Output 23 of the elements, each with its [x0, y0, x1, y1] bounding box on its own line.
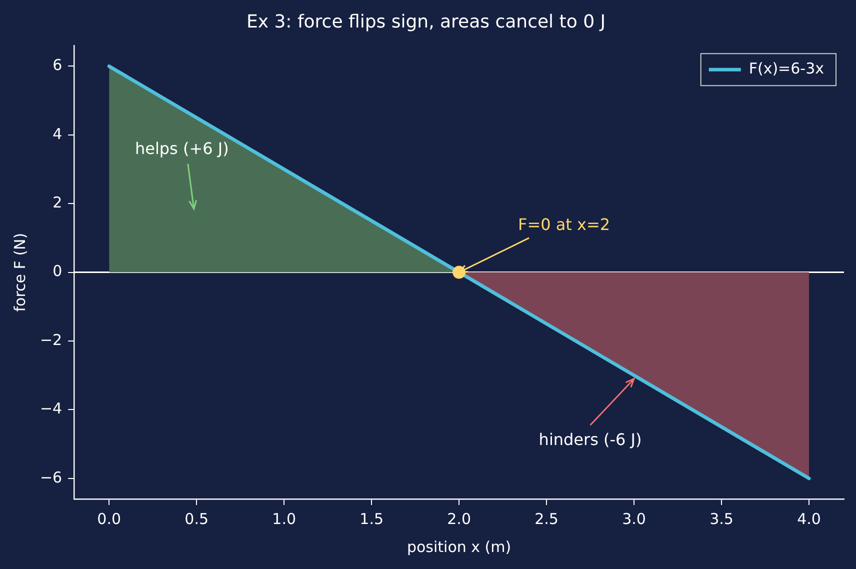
y-tick-label: −2 — [40, 330, 62, 349]
x-tick-label: 3.5 — [710, 510, 734, 528]
y-tick-label: −6 — [40, 468, 62, 486]
x-tick-label: 0.5 — [184, 510, 209, 528]
x-tick-label: 2.5 — [534, 510, 558, 528]
y-tick-label: 6 — [52, 56, 62, 74]
annotation: F=0 at x=2 — [518, 215, 610, 234]
x-tick-label: 1.0 — [272, 510, 296, 528]
x-tick-label: 0.0 — [97, 510, 122, 528]
y-tick-label: −4 — [40, 400, 62, 418]
chart-title: Ex 3: force flips sign, areas cancel to 0 J — [246, 11, 606, 32]
x-tick-label: 3.0 — [622, 510, 646, 528]
annotation: hinders (-6 J) — [538, 430, 642, 449]
y-axis-title: force F (N) — [10, 232, 29, 312]
y-tick-label: 4 — [52, 124, 62, 143]
x-tick-label: 2.0 — [447, 510, 471, 528]
y-tick-label: 0 — [52, 262, 62, 280]
x-tick-label: 4.0 — [797, 510, 821, 528]
x-tick-label: 1.5 — [360, 510, 384, 528]
y-tick-label: 2 — [52, 193, 62, 212]
legend-label: F(x)=6-3x — [748, 59, 824, 78]
x-axis-title: position x (m) — [406, 538, 512, 556]
annotation: helps (+6 J) — [134, 139, 229, 158]
